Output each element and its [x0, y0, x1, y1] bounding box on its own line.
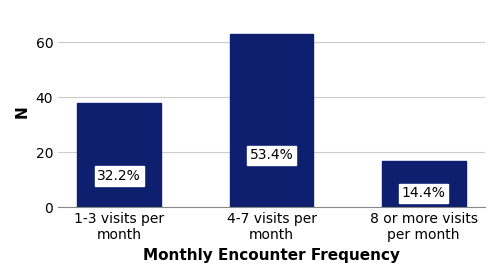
Text: 14.4%: 14.4% [402, 186, 446, 200]
Y-axis label: N: N [15, 105, 30, 118]
X-axis label: Monthly Encounter Frequency: Monthly Encounter Frequency [143, 248, 400, 263]
Text: 32.2%: 32.2% [98, 169, 141, 183]
Bar [230, 34, 314, 207]
Text: 53.4%: 53.4% [250, 148, 294, 162]
Bar [78, 103, 161, 207]
Bar [382, 161, 466, 207]
